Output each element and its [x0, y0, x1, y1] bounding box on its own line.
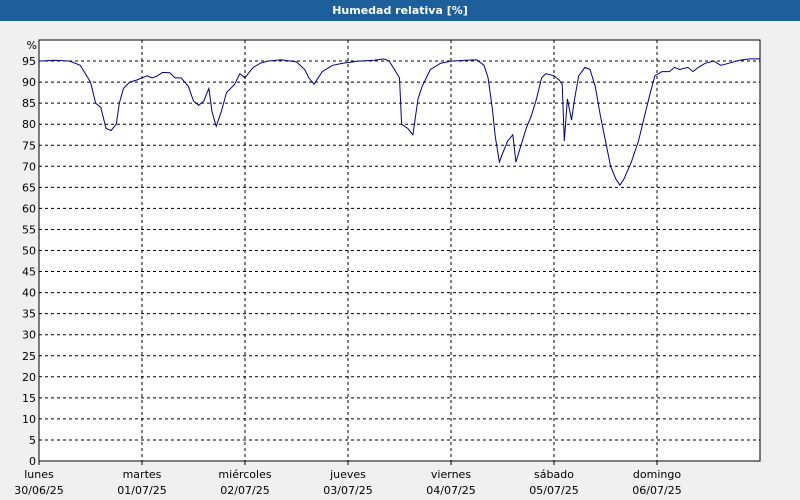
y-tick-label: 60: [22, 202, 36, 215]
y-tick-label: 35: [22, 308, 36, 321]
x-tick-label-date: 04/07/25: [426, 484, 475, 497]
x-tick-label-date: 03/07/25: [323, 484, 372, 497]
y-tick-label: 75: [22, 139, 36, 152]
x-tick-label-day: viernes: [431, 468, 471, 481]
y-tick-label: 95: [22, 55, 36, 68]
y-tick-label: 55: [22, 223, 36, 236]
plot-border: [38, 39, 761, 462]
x-tick-label-date: 05/07/25: [529, 484, 578, 497]
y-tick-label: 0: [29, 455, 36, 468]
y-tick-label: 50: [22, 245, 36, 258]
y-tick-label: 65: [22, 181, 36, 194]
y-tick-label: 10: [22, 413, 36, 426]
y-tick-label: 15: [22, 392, 36, 405]
y-tick-label: 20: [22, 371, 36, 384]
x-tick-label-date: 30/06/25: [14, 484, 63, 497]
y-tick-label: 45: [22, 266, 36, 279]
y-axis-label: %: [27, 39, 37, 52]
y-tick-label: 30: [22, 329, 36, 342]
y-tick-label: 90: [22, 76, 36, 89]
x-tick-label-day: sábado: [534, 468, 574, 481]
x-tick-label-day: lunes: [24, 468, 54, 481]
x-tick-label-date: 01/07/25: [117, 484, 166, 497]
x-tick-label-day: miércoles: [218, 468, 271, 481]
y-tick-label: 70: [22, 160, 36, 173]
chart-title: Humedad relativa [%]: [0, 0, 800, 21]
series-line: [38, 58, 760, 187]
y-tick-label: 80: [22, 118, 36, 131]
y-tick-label: 5: [29, 434, 36, 447]
x-tick-label-day: jueves: [329, 468, 366, 481]
x-tick-label-date: 06/07/25: [632, 484, 681, 497]
x-tick-label-day: domingo: [633, 468, 681, 481]
y-tick-label: 25: [22, 350, 36, 363]
y-tick-label: 40: [22, 287, 36, 300]
y-tick-label: 85: [22, 97, 36, 110]
x-tick-label-date: 02/07/25: [220, 484, 269, 497]
x-tick-label-day: martes: [123, 468, 162, 481]
